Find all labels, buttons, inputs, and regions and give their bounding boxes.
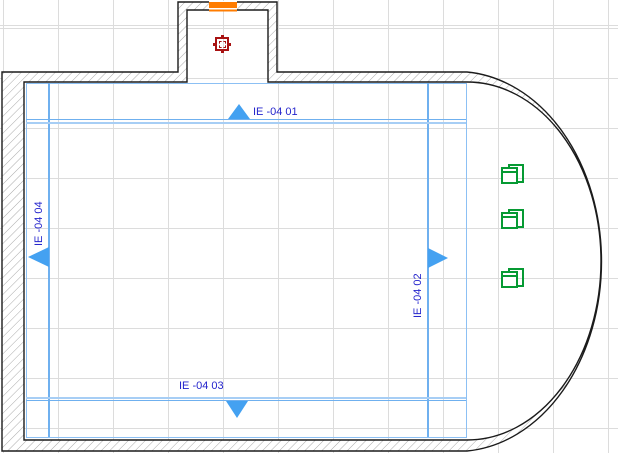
equipment-box-symbol-2[interactable] xyxy=(501,209,525,231)
elevation-marker-01-triangle-icon[interactable] xyxy=(228,104,250,119)
elevation-marker-04-label: IE -04 04 xyxy=(33,201,45,246)
clip-line-bottom-a xyxy=(26,397,466,399)
elevation-marker-01-label: IE -04 01 xyxy=(253,106,298,118)
window-opening[interactable] xyxy=(209,1,237,12)
clip-line-left xyxy=(48,83,50,437)
elevation-marker-03-triangle-icon[interactable] xyxy=(226,401,248,418)
clip-line-bottom-b xyxy=(26,400,466,401)
fixture-inner-dash xyxy=(219,41,226,48)
ceiling-fixture-symbol[interactable] xyxy=(213,35,231,53)
clip-line-top-a xyxy=(26,119,466,120)
equipment-box-symbol-3[interactable] xyxy=(501,268,525,290)
equipment-box-symbol-1[interactable] xyxy=(501,164,525,186)
elevation-extent-rect xyxy=(26,83,467,438)
elevation-marker-04-triangle-icon[interactable] xyxy=(28,247,49,267)
equipment-box-front xyxy=(501,212,518,229)
equipment-box-front xyxy=(501,271,518,288)
elevation-marker-03-label: IE -04 03 xyxy=(179,380,224,392)
elevation-marker-02-label: IE -04 02 xyxy=(412,273,424,318)
equipment-box-front xyxy=(501,167,518,184)
clip-line-top-b xyxy=(26,122,466,124)
elevation-marker-02-triangle-icon[interactable] xyxy=(428,248,448,268)
room-walls xyxy=(1,1,603,452)
